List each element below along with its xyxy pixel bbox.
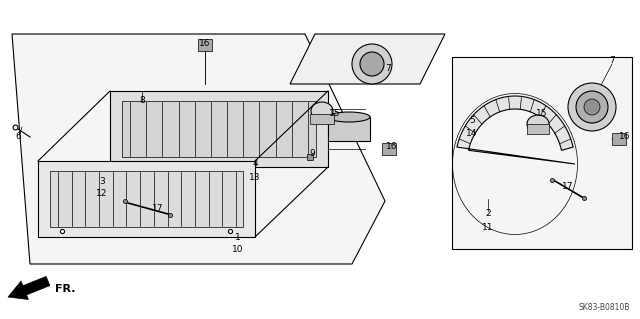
- Text: 7: 7: [385, 64, 391, 73]
- Text: 1: 1: [235, 233, 241, 241]
- Polygon shape: [110, 91, 328, 167]
- Text: 17: 17: [563, 182, 573, 191]
- Text: 6: 6: [15, 132, 21, 142]
- Polygon shape: [38, 161, 255, 237]
- Text: 4: 4: [252, 160, 258, 168]
- Text: 3: 3: [99, 176, 105, 186]
- Polygon shape: [612, 133, 626, 145]
- Polygon shape: [8, 276, 50, 300]
- Text: 13: 13: [249, 173, 260, 182]
- Text: FR.: FR.: [55, 284, 76, 294]
- Text: 14: 14: [467, 130, 477, 138]
- Text: 12: 12: [96, 189, 108, 198]
- Polygon shape: [382, 143, 396, 155]
- Circle shape: [576, 91, 608, 123]
- Polygon shape: [12, 34, 385, 264]
- Text: 7: 7: [609, 56, 615, 65]
- Text: 2: 2: [485, 210, 491, 219]
- Ellipse shape: [311, 102, 333, 120]
- Polygon shape: [310, 114, 334, 124]
- Polygon shape: [122, 101, 316, 157]
- Text: 17: 17: [152, 204, 164, 213]
- Text: 10: 10: [232, 244, 244, 254]
- Text: 16: 16: [387, 143, 397, 152]
- Text: 15: 15: [536, 109, 548, 118]
- Text: 16: 16: [620, 132, 631, 142]
- Circle shape: [568, 83, 616, 131]
- Text: 8: 8: [139, 97, 145, 106]
- Polygon shape: [457, 96, 575, 164]
- Text: 16: 16: [199, 40, 211, 48]
- Polygon shape: [328, 117, 370, 141]
- Ellipse shape: [527, 115, 549, 133]
- Polygon shape: [198, 39, 212, 51]
- Polygon shape: [452, 57, 632, 249]
- Text: SK83-B0810B: SK83-B0810B: [579, 302, 630, 311]
- Text: 15: 15: [329, 109, 340, 118]
- Polygon shape: [527, 124, 549, 134]
- Polygon shape: [50, 171, 243, 227]
- Text: 5: 5: [469, 116, 475, 125]
- Circle shape: [360, 52, 384, 76]
- Circle shape: [584, 99, 600, 115]
- Ellipse shape: [328, 112, 370, 122]
- Text: 9: 9: [309, 150, 315, 159]
- Text: 11: 11: [483, 222, 493, 232]
- Circle shape: [352, 44, 392, 84]
- Polygon shape: [290, 34, 445, 84]
